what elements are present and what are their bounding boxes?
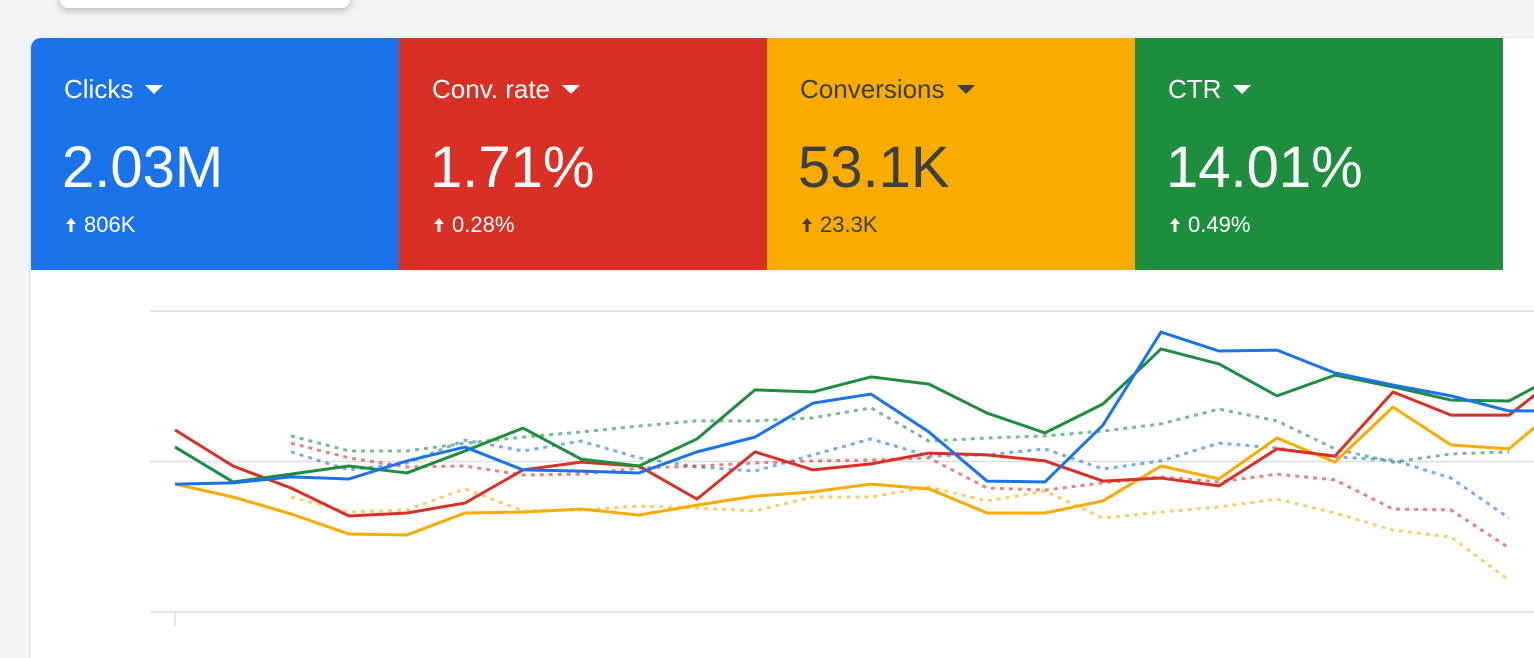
metric-card[interactable]: Clicks 2.03M 806K [31,38,399,270]
comparison-line [290,406,1510,464]
metric-change-text: 23.3K [820,212,878,237]
metric-value: 53.1K [798,135,950,200]
metric-value: 14.01% [1166,135,1363,200]
series-line [174,390,1534,518]
series-line [174,405,1534,537]
metric-card[interactable]: Conversions 53.1K 23.3K [767,38,1135,270]
performance-panel: Clicks 2.03M 806K Conv. rate 1.71% 0.28%… [31,38,1534,658]
metric-change: 0.28% [432,212,514,238]
metric-change-text: 0.49% [1188,212,1251,237]
metric-card[interactable]: CTR 14.01% 0.49% [1135,38,1503,270]
metric-title[interactable]: Clicks [64,74,164,105]
metric-change-text: 0.28% [452,212,515,237]
metric-title-text: CTR [1168,74,1222,104]
metric-title-text: Clicks [64,74,134,104]
dropdown-caret [145,84,164,94]
metric-title[interactable]: CTR [1168,74,1252,105]
series-line [174,347,1534,484]
top-card [60,0,350,8]
metric-change: 806K [64,212,135,238]
metric-title-text: Conv. rate [432,74,551,104]
up-arrow [1170,218,1180,232]
up-arrow [802,218,812,232]
metric-title[interactable]: Conv. rate [432,74,581,105]
metric-title[interactable]: Conversions [800,74,975,105]
line-chart [150,310,1534,626]
metric-card[interactable]: Conv. rate 1.71% 0.28% [399,38,767,270]
metric-title-text: Conversions [800,74,945,104]
metric-change-text: 806K [84,212,136,237]
metric-change: 23.3K [800,212,878,238]
metric-value: 2.03M [62,135,224,200]
dropdown-caret [956,84,975,94]
up-arrow [434,218,444,232]
dropdown-caret [562,84,581,94]
metric-value: 1.71% [430,135,595,200]
series-line [174,330,1534,486]
up-arrow [66,218,76,232]
metric-change: 0.49% [1168,212,1250,238]
comparison-line [290,485,1510,582]
page: Clicks 2.03M 806K Conv. rate 1.71% 0.28%… [31,0,1534,658]
dropdown-caret [1233,84,1252,94]
